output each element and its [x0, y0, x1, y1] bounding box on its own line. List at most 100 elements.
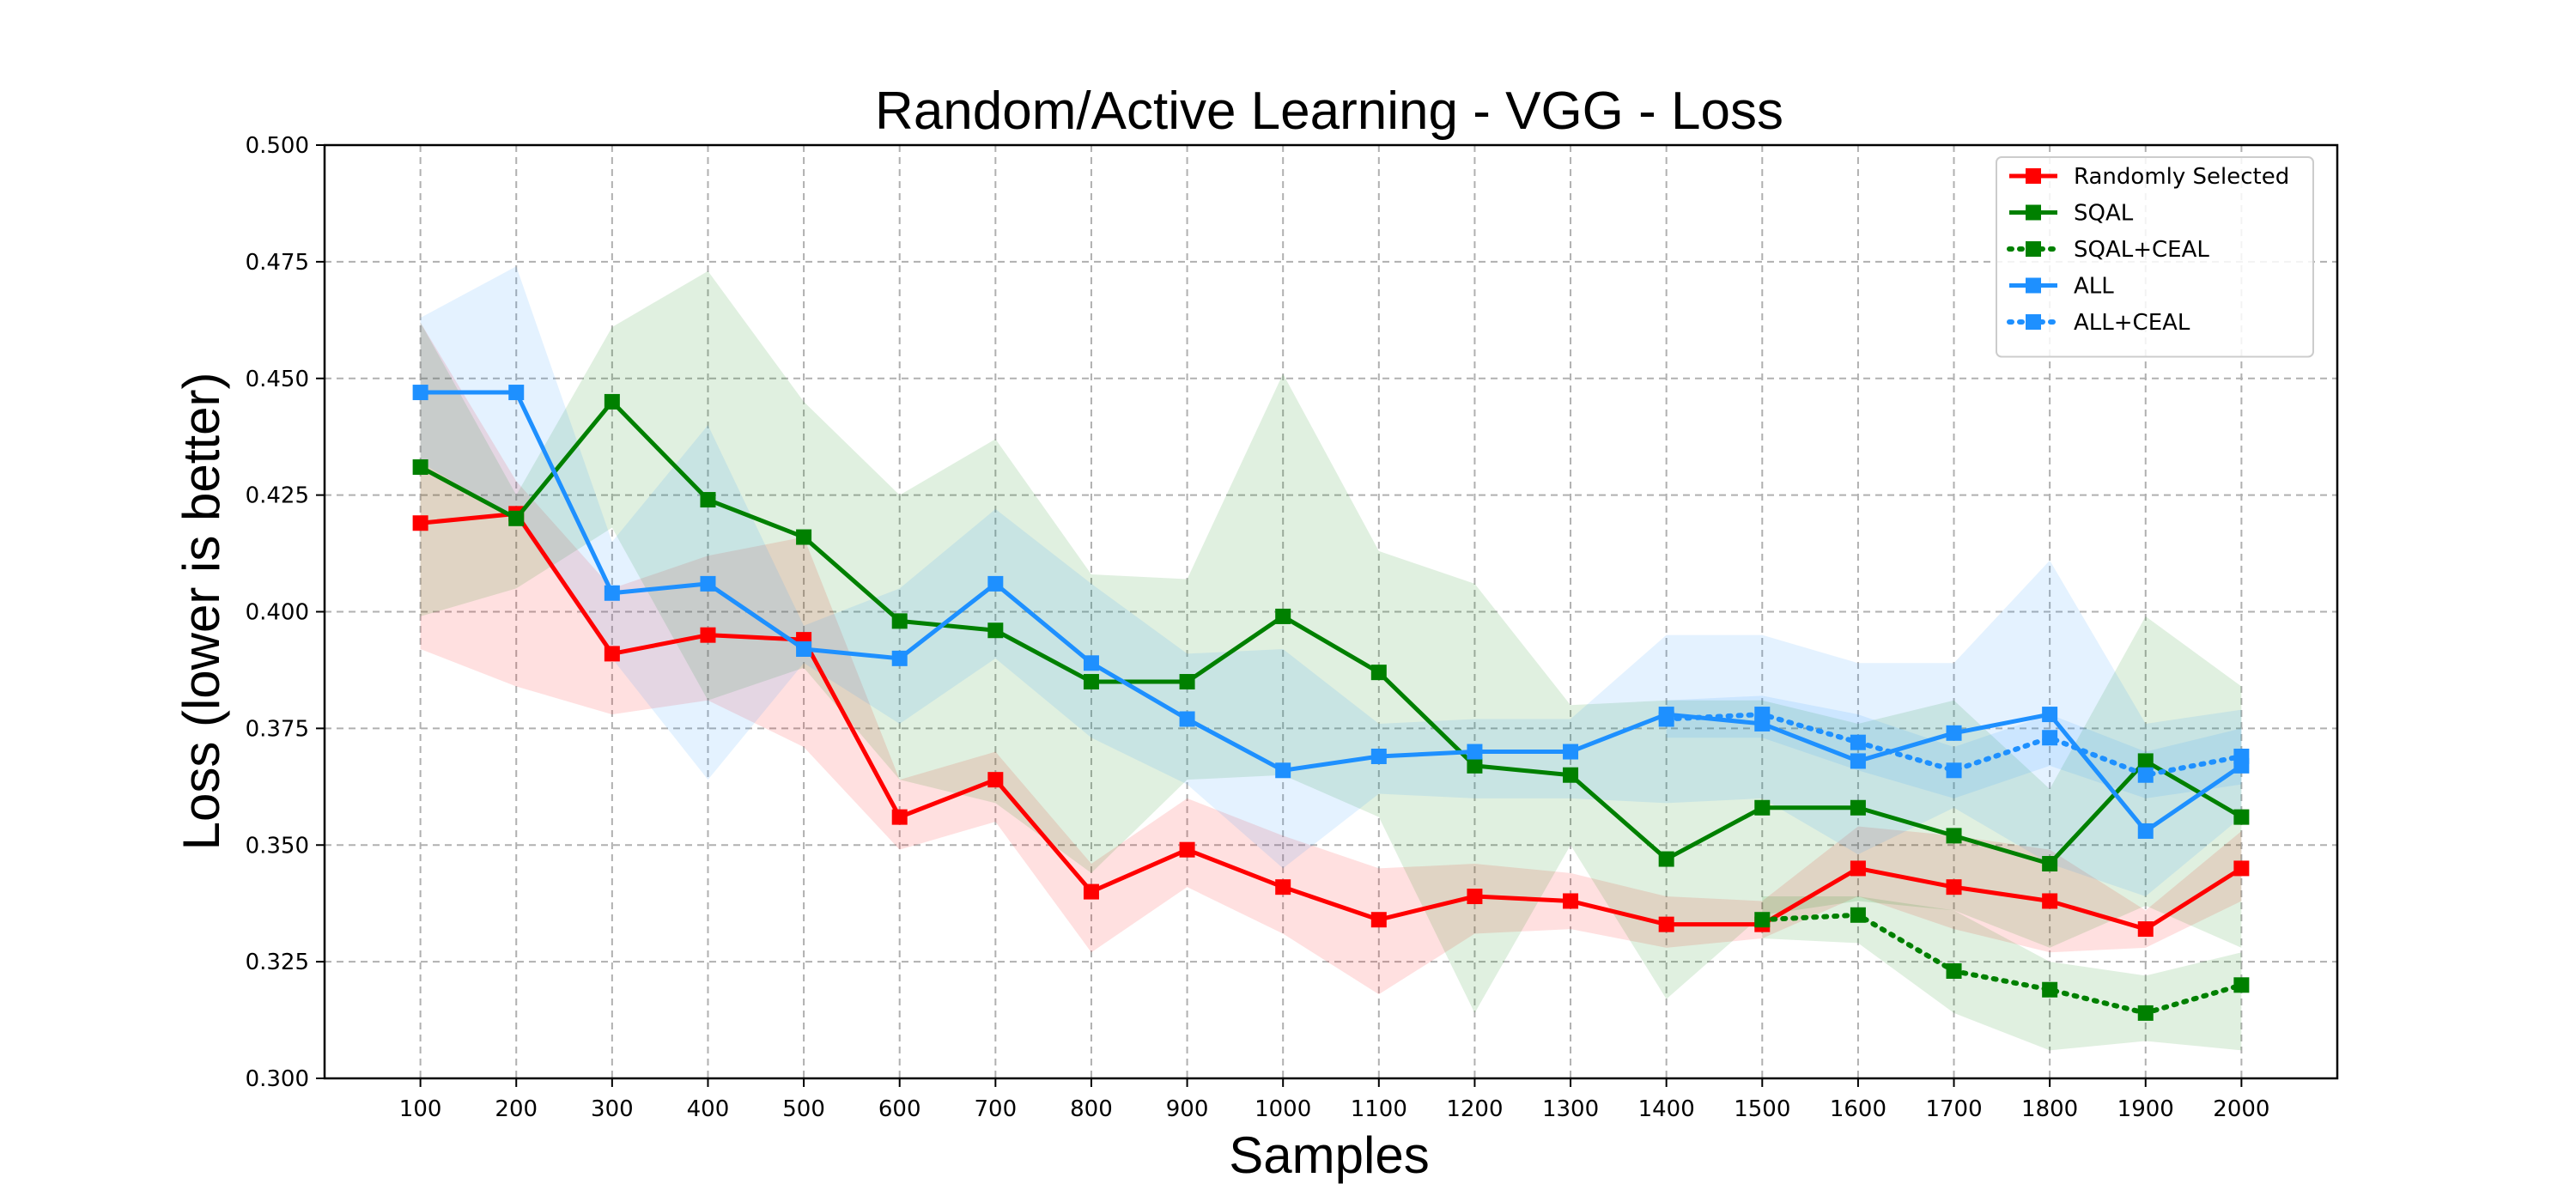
x-tick-label: 1300	[1542, 1096, 1599, 1122]
randomly-selected-point	[2042, 893, 2058, 909]
randomly-selected-point	[2137, 921, 2154, 938]
x-tick-label: 1000	[1255, 1096, 1311, 1122]
x-tick-label: 2000	[2213, 1096, 2269, 1122]
y-tick-label: 0.300	[246, 1066, 309, 1092]
legend-box	[1996, 156, 2314, 358]
all-ceal-point	[1850, 734, 1866, 750]
randomly-selected-point	[1946, 879, 1962, 895]
randomly-selected-point	[1370, 912, 1387, 928]
legend-label-all: ALL	[2074, 274, 2114, 300]
y-axis-label: Loss (lower is better)	[173, 373, 230, 851]
x-tick-label: 1600	[1830, 1096, 1886, 1122]
randomly-selected-point	[987, 772, 1004, 788]
x-axis-label: Samples	[1229, 1126, 1429, 1184]
sqal-point	[1946, 828, 1962, 844]
randomly-selected-point	[1467, 889, 1483, 905]
sqal-point	[700, 492, 716, 508]
legend-marker-all	[2026, 277, 2041, 294]
randomly-selected-point	[1850, 860, 1866, 877]
all-point	[412, 385, 428, 401]
sqal-point	[796, 529, 812, 545]
y-tick-label: 0.425	[246, 483, 309, 509]
all-point	[1946, 725, 1962, 741]
y-tick-label: 0.325	[246, 950, 309, 975]
x-tick-label: 300	[591, 1096, 634, 1122]
all-point	[2137, 823, 2154, 839]
randomly-selected-point	[1658, 916, 1674, 932]
all-point	[1850, 753, 1866, 769]
all-point	[604, 585, 620, 601]
legend-marker-all-ceal	[2026, 314, 2041, 330]
x-tick-label: 1900	[2117, 1096, 2174, 1122]
all-point	[700, 575, 716, 592]
all-point	[1563, 744, 1579, 760]
all-line	[420, 390, 2243, 834]
randomly-selected-band	[420, 322, 2242, 995]
sqal-point	[987, 622, 1004, 639]
legend: Randomly Selected SQAL SQAL+CEAL ALL ALL+CEA…	[1996, 156, 2314, 358]
x-tick-label: 1800	[2021, 1096, 2078, 1122]
sqal-point	[604, 393, 620, 410]
legend-label-all-ceal: ALL+CEAL	[2074, 310, 2190, 336]
x-tick-label: 800	[1070, 1096, 1113, 1122]
x-tick-label: 1500	[1734, 1096, 1790, 1122]
sqal-point	[1467, 757, 1483, 774]
y-tick-label: 0.475	[246, 250, 309, 276]
legend-label-sqal: SQAL	[2074, 201, 2134, 227]
randomly-selected-point	[1179, 841, 1195, 858]
all-point	[1275, 762, 1291, 779]
x-tick-label: 1200	[1446, 1096, 1503, 1122]
sqal-point	[891, 613, 908, 629]
y-tick-label: 0.450	[246, 367, 309, 392]
x-tick-label: 700	[975, 1096, 1018, 1122]
legend-label-sqal-ceal: SQAL+CEAL	[2074, 237, 2209, 263]
all-ceal-point	[1658, 711, 1674, 727]
sqal-point	[412, 459, 428, 476]
all-point	[1179, 711, 1195, 727]
sqal-point	[2233, 809, 2250, 825]
randomly-selected-point	[1275, 879, 1291, 895]
all-point	[508, 385, 525, 401]
sqal-ceal-point	[2137, 1005, 2154, 1021]
all-point	[891, 650, 908, 666]
y-tick-label: 0.500	[246, 133, 309, 159]
all-band	[420, 266, 2242, 897]
sqal-point	[1563, 767, 1579, 783]
line-layer	[412, 385, 2250, 1021]
all-ceal-point	[1754, 707, 1771, 723]
randomly-selected-point	[604, 646, 620, 662]
x-tick-label: 1400	[1638, 1096, 1695, 1122]
randomly-selected-point	[1083, 883, 1099, 900]
sqal-ceal-line	[1759, 912, 2245, 1016]
sqal-ceal-point	[1850, 907, 1866, 923]
all-point	[987, 575, 1004, 592]
sqal-point	[1850, 799, 1866, 816]
tick-layer: 100 200 300 400 500 600 700 800 900 1000 1100 1200 1…	[246, 133, 2270, 1122]
sqal-ceal-band	[1762, 896, 2242, 1051]
x-tick-label: 500	[782, 1096, 825, 1122]
x-tick-label: 400	[687, 1096, 730, 1122]
sqal-point	[2137, 753, 2154, 769]
all-point	[1467, 744, 1483, 760]
y-tick-label: 0.375	[246, 716, 309, 742]
legend-marker-randomly-selected	[2026, 168, 2041, 184]
all-ceal-point	[2137, 767, 2154, 783]
all-point	[1083, 655, 1099, 671]
randomly-selected-point	[700, 627, 716, 643]
legend-marker-sqal-ceal	[2026, 241, 2041, 257]
all-point	[2042, 707, 2058, 723]
x-tick-label: 1700	[1925, 1096, 1982, 1122]
sqal-ceal-point	[1946, 962, 1962, 979]
legend-label-randomly-selected: Randomly Selected	[2074, 164, 2289, 190]
all-ceal-point	[2233, 748, 2250, 764]
sqal-ceal-point	[1754, 912, 1771, 928]
sqal-ceal-point	[2042, 981, 2058, 998]
x-tick-label: 200	[495, 1096, 538, 1122]
randomly-selected-point	[412, 515, 428, 531]
sqal-point	[1275, 608, 1291, 624]
randomly-selected-line	[420, 511, 2243, 932]
sqal-point	[1658, 851, 1674, 867]
y-tick-label: 0.350	[246, 833, 309, 859]
sqal-line	[419, 399, 2243, 866]
